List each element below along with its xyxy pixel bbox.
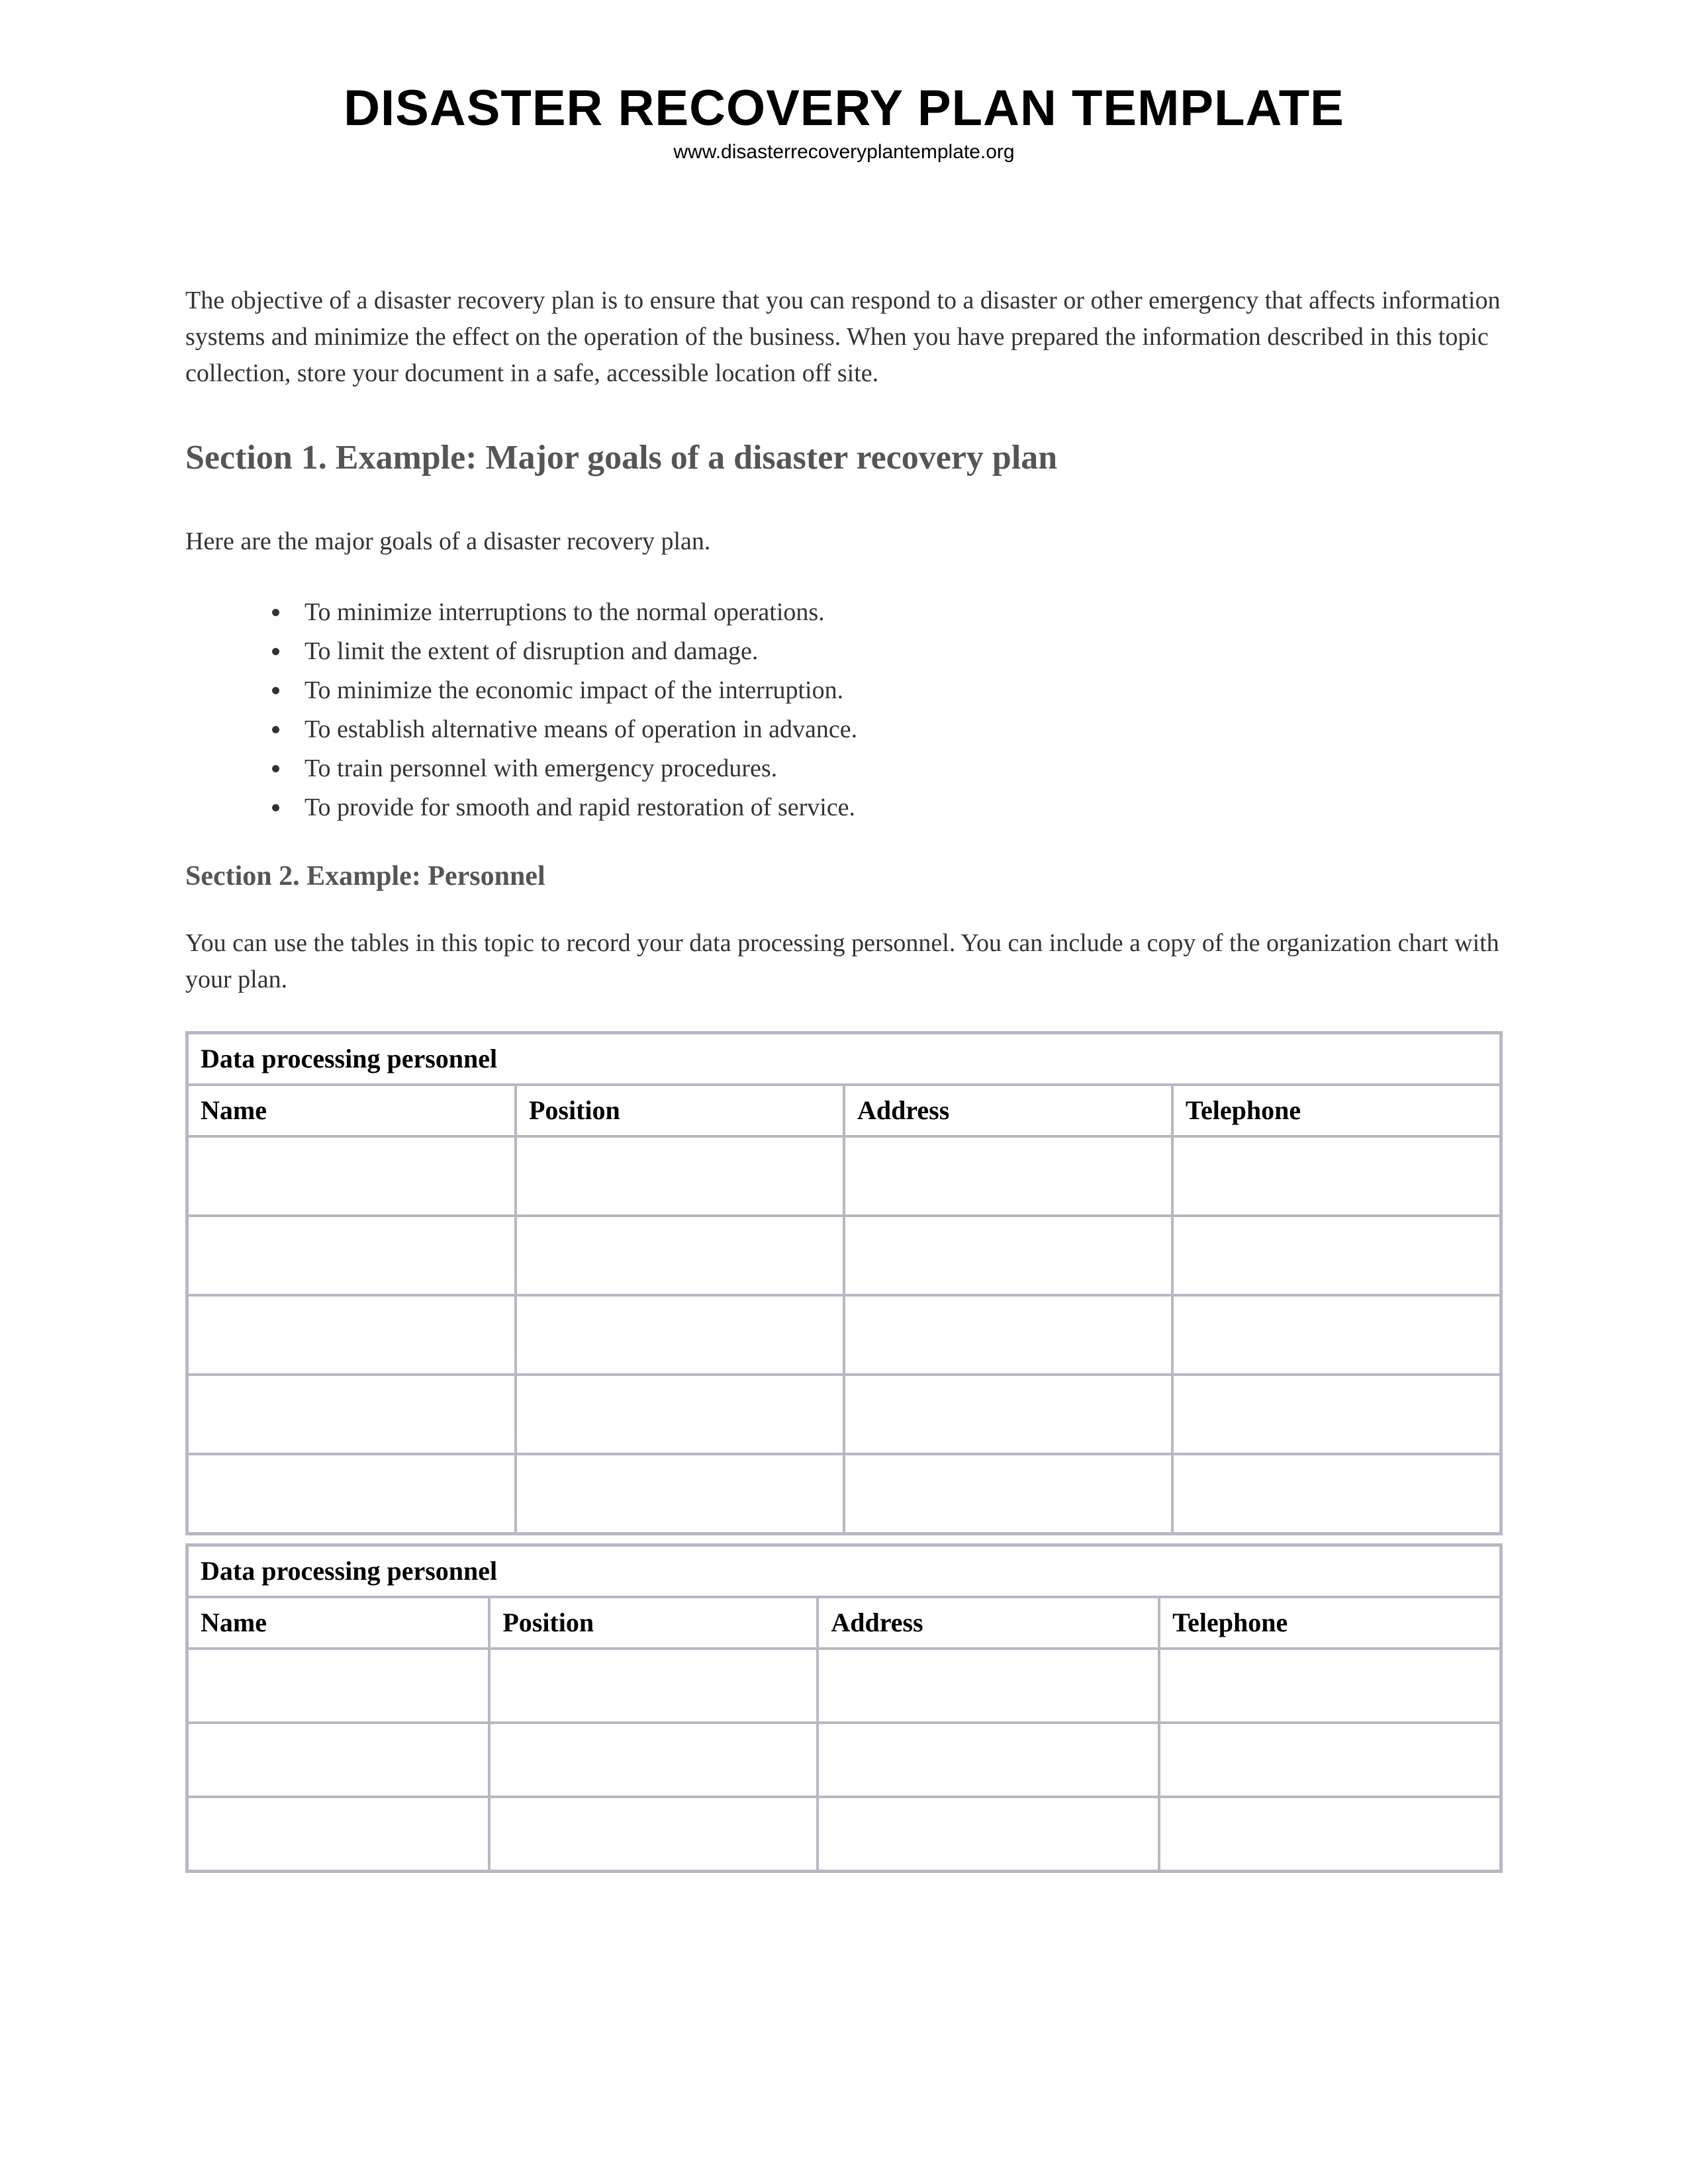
col-address: Address: [818, 1597, 1159, 1649]
col-name: Name: [187, 1085, 516, 1136]
table-header-row: Name Position Address Telephone: [187, 1085, 1501, 1136]
cell: [818, 1723, 1159, 1797]
col-telephone: Telephone: [1159, 1597, 1501, 1649]
cell: [818, 1797, 1159, 1871]
cell: [187, 1454, 516, 1533]
section-2-lead: You can use the tables in this topic to …: [185, 925, 1503, 998]
cell: [1172, 1454, 1501, 1533]
cell: [1159, 1797, 1501, 1871]
col-telephone: Telephone: [1172, 1085, 1501, 1136]
table-row: [187, 1797, 1501, 1871]
table-row: [187, 1216, 1501, 1295]
section-1-heading: Section 1. Example: Major goals of a dis…: [185, 438, 1503, 477]
cell: [187, 1649, 489, 1723]
cell: [489, 1723, 818, 1797]
table-row: [187, 1136, 1501, 1216]
section-1-lead: Here are the major goals of a disaster r…: [185, 523, 1503, 560]
cell: [1159, 1723, 1501, 1797]
cell: [844, 1375, 1172, 1454]
goal-item: To establish alternative means of operat…: [291, 710, 1503, 749]
cell: [1172, 1216, 1501, 1295]
cell: [187, 1723, 489, 1797]
cell: [187, 1797, 489, 1871]
cell: [516, 1375, 844, 1454]
table-header-row: Name Position Address Telephone: [187, 1597, 1501, 1649]
cell: [1172, 1136, 1501, 1216]
table-caption: Data processing personnel: [187, 1545, 1501, 1597]
cell: [1172, 1375, 1501, 1454]
goal-item: To provide for smooth and rapid restorat…: [291, 788, 1503, 827]
cell: [1172, 1295, 1501, 1375]
goal-item: To minimize interruptions to the normal …: [291, 593, 1503, 632]
cell: [489, 1797, 818, 1871]
cell: [844, 1216, 1172, 1295]
intro-paragraph: The objective of a disaster recovery pla…: [185, 283, 1503, 392]
personnel-table-1: Data processing personnel Name Position …: [185, 1031, 1503, 1535]
table-caption: Data processing personnel: [187, 1033, 1501, 1085]
col-position: Position: [516, 1085, 844, 1136]
cell: [516, 1295, 844, 1375]
goal-item: To train personnel with emergency proced…: [291, 749, 1503, 788]
table-row: [187, 1454, 1501, 1533]
goals-list: To minimize interruptions to the normal …: [185, 593, 1503, 827]
cell: [489, 1649, 818, 1723]
section-2-heading: Section 2. Example: Personnel: [185, 860, 1503, 892]
goal-item: To limit the extent of disruption and da…: [291, 632, 1503, 671]
cell: [187, 1216, 516, 1295]
cell: [187, 1375, 516, 1454]
cell: [1159, 1649, 1501, 1723]
goal-item: To minimize the economic impact of the i…: [291, 671, 1503, 710]
document-page: DISASTER RECOVERY PLAN TEMPLATE www.disa…: [0, 0, 1688, 1987]
table-row: [187, 1375, 1501, 1454]
cell: [516, 1136, 844, 1216]
cell: [818, 1649, 1159, 1723]
cell: [187, 1295, 516, 1375]
table-row: [187, 1649, 1501, 1723]
cell: [516, 1454, 844, 1533]
table-row: [187, 1295, 1501, 1375]
personnel-table-2: Data processing personnel Name Position …: [185, 1543, 1503, 1873]
cell: [187, 1136, 516, 1216]
cell: [844, 1136, 1172, 1216]
col-address: Address: [844, 1085, 1172, 1136]
table-row: [187, 1723, 1501, 1797]
document-subtitle: www.disasterrecoveryplantemplate.org: [185, 141, 1503, 163]
cell: [844, 1295, 1172, 1375]
col-position: Position: [489, 1597, 818, 1649]
col-name: Name: [187, 1597, 489, 1649]
document-title: DISASTER RECOVERY PLAN TEMPLATE: [185, 79, 1503, 137]
cell: [844, 1454, 1172, 1533]
cell: [516, 1216, 844, 1295]
